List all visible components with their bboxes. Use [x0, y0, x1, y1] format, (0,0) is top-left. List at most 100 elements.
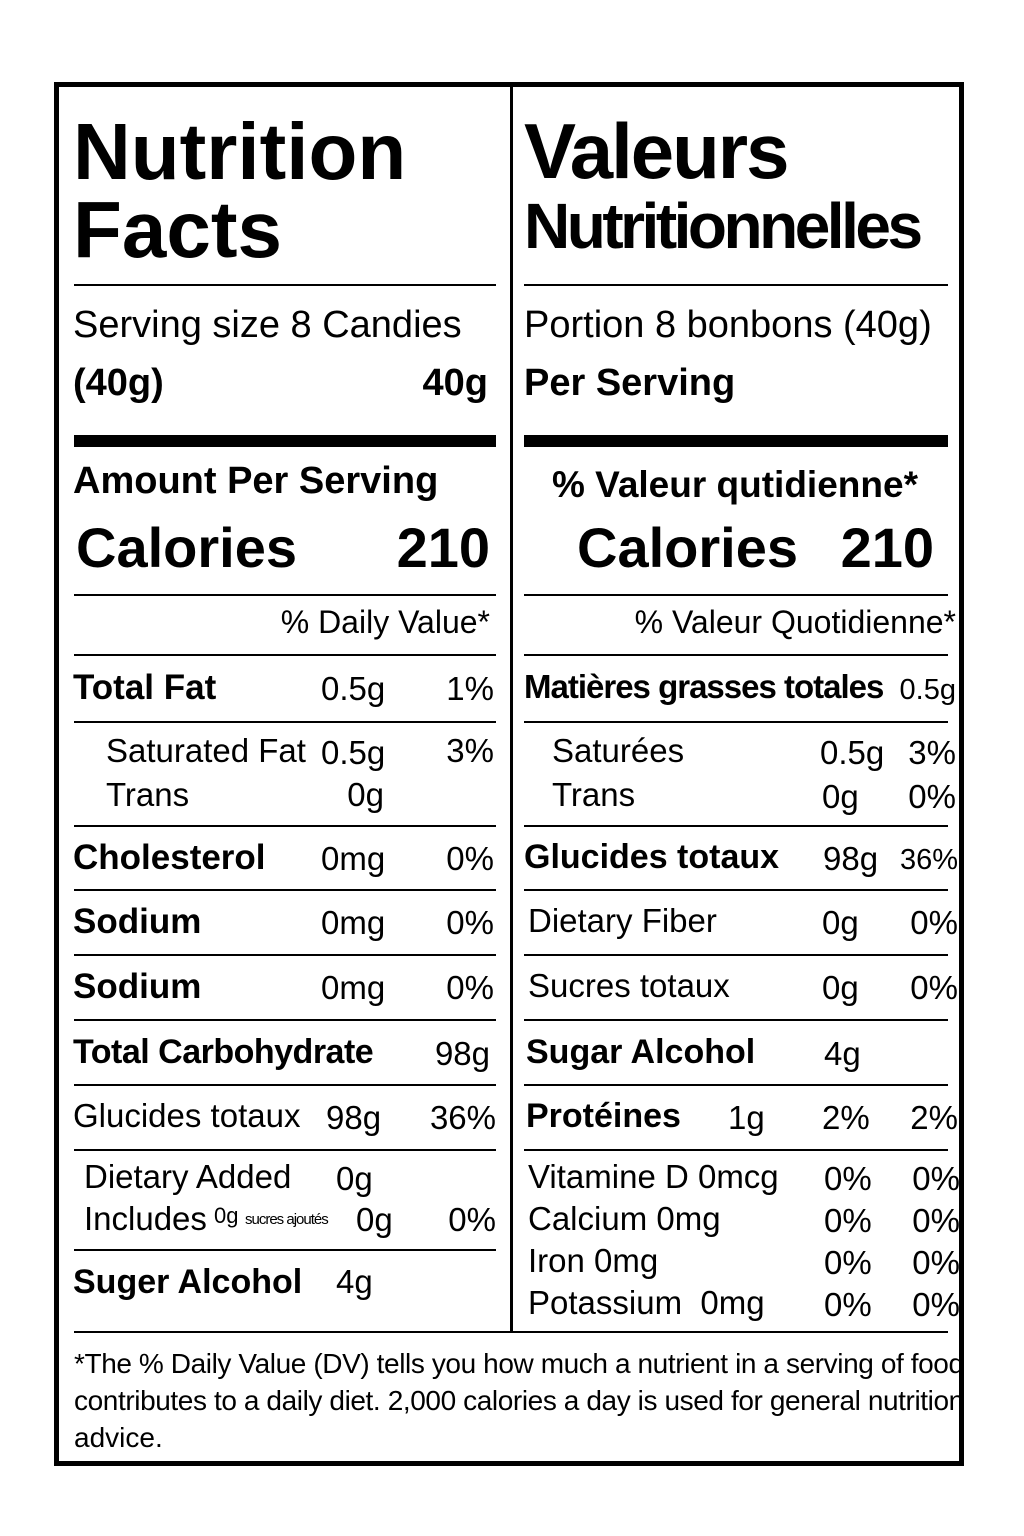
nutrient-label: Includes: [84, 1200, 207, 1237]
dv-header-top: % Valeur qutidienne*: [552, 464, 918, 505]
nutrient-label: Trans: [552, 776, 636, 813]
nutrient-dv: 0%: [912, 1244, 960, 1281]
nutrient-label: Sugar Alcohol: [526, 1033, 756, 1071]
nutrient-label: Total Fat: [73, 668, 217, 707]
nutrient-amount: 0mg: [321, 969, 386, 1006]
nutrient-label: Cholesterol: [73, 838, 266, 877]
nutrient-label: Sodium: [73, 967, 202, 1006]
nutrient-label: Matières grasses totales: [524, 668, 884, 705]
nutrient-label: Iron 0mg: [528, 1242, 659, 1279]
rule: [524, 889, 948, 891]
nutrient-label: Dietary Fiber: [528, 902, 717, 939]
rule: [74, 825, 496, 827]
nutrient-dv: 2%: [822, 1099, 870, 1136]
nutrient-amount: 98g: [434, 1035, 490, 1072]
title-valeurs: Valeurs: [524, 107, 790, 195]
nutrient-amount: 1g: [728, 1099, 765, 1136]
nutrient-label: Calcium 0mg: [528, 1200, 721, 1237]
footnote-line3: advice.: [74, 1422, 163, 1453]
footnote-line1: *The % Daily Value (DV) tells you how mu…: [74, 1348, 964, 1379]
nutrient-amount: 0.5g: [321, 734, 386, 771]
rule: [524, 721, 948, 723]
nutrient-dv: 3%: [908, 734, 956, 771]
nutrient-amount: 0mg: [321, 904, 386, 941]
nutrient-dv: 0%: [912, 1160, 960, 1197]
rule: [524, 284, 948, 286]
rule: [74, 284, 496, 286]
calories-label: Calories: [577, 516, 798, 579]
nutrient-dv: 0%: [446, 904, 494, 941]
rule: [74, 1249, 496, 1251]
includes-small-amount: 0g: [214, 1203, 239, 1228]
nutrient-dv: 0%: [912, 1202, 960, 1239]
nutrient-amount: 0g: [822, 904, 859, 941]
nutrient-dv: 1%: [446, 670, 494, 707]
column-divider: [510, 85, 513, 1331]
nutrient-label: Dietary Added: [84, 1158, 292, 1195]
portion: Portion 8 bonbons (40g): [524, 304, 932, 346]
rule: [74, 654, 496, 656]
nutrient-label: Suger Alcohol: [73, 1263, 303, 1301]
rule: [524, 1149, 948, 1151]
nutrient-label: Glucides totaux: [73, 1097, 301, 1134]
rule: [524, 594, 948, 596]
nutrient-label: Protéines: [526, 1097, 681, 1135]
rule: [524, 954, 948, 956]
nutrient-amount: 0g: [822, 778, 859, 815]
rule: [74, 721, 496, 723]
nutrient-dv: 2%: [910, 1099, 958, 1136]
nutrient-dv: 0%: [824, 1202, 872, 1239]
thick-rule: [74, 435, 496, 447]
nutrient-amount: 98g: [823, 840, 879, 877]
rule: [524, 654, 948, 656]
serving-grams: (40g): [73, 362, 164, 404]
nutrient-label: Total Carbohydrate: [73, 1033, 374, 1071]
nutrient-amount: 4g: [336, 1263, 373, 1300]
calories-value: 210: [396, 516, 490, 579]
amount-per-serving: Amount Per Serving: [73, 460, 439, 502]
rule: [74, 1149, 496, 1151]
nutrient-amount: 0.5g: [899, 674, 956, 706]
nutrition-label: [54, 82, 964, 1466]
nutrient-label: Glucides totaux: [524, 838, 780, 876]
nutrient-dv: 0%: [824, 1160, 872, 1197]
nutrient-dv: 0%: [908, 778, 956, 815]
nutrient-dv: 0%: [912, 1286, 960, 1323]
nutrient-dv: 0%: [446, 840, 494, 877]
nutrient-dv: 0%: [910, 969, 958, 1006]
nutrient-label: Vitamine D 0mcg: [528, 1158, 779, 1195]
nutrient-amount: 0.5g: [820, 734, 885, 771]
nutrient-dv: 0%: [824, 1244, 872, 1281]
rule: [74, 1084, 496, 1086]
nutrient-amount: 0g: [347, 776, 384, 813]
serving-amount: 40g: [422, 362, 488, 404]
rule: [74, 889, 496, 891]
per-serving: Per Serving: [524, 362, 736, 404]
nutrient-label: Saturated Fat: [106, 732, 306, 769]
rule: [74, 1331, 948, 1333]
calories-value: 210: [840, 516, 934, 579]
nutrient-dv: 0%: [448, 1201, 496, 1238]
footnote-line2: contributes to a daily diet. 2,000 calor…: [74, 1385, 964, 1416]
rule: [74, 954, 496, 956]
nutrient-label: Saturées: [552, 732, 685, 769]
nutrient-label: Sucres totaux: [528, 967, 730, 1004]
rule: [524, 1084, 948, 1086]
nutrient-amount: 98g: [326, 1099, 382, 1136]
nutrient-amount: 0g: [336, 1160, 373, 1197]
calories-label: Calories: [76, 516, 297, 579]
dv-header: % Daily Value*: [280, 604, 490, 640]
includes-tiny-text: sucres ajoutés: [245, 1211, 329, 1228]
nutrient-amount: 0mg: [321, 840, 386, 877]
title-nutritionnelles: Nutritionnelles: [524, 190, 923, 262]
nutrient-dv: 0%: [910, 904, 958, 941]
nutrient-amount: 0.5g: [321, 670, 386, 707]
rule: [74, 594, 496, 596]
dv-header: % Valeur Quotidienne*: [634, 604, 956, 640]
nutrient-dv: 0%: [446, 969, 494, 1006]
rule: [74, 1019, 496, 1021]
nutrient-amount: 0g: [356, 1201, 393, 1238]
nutrient-label: Sodium: [73, 902, 202, 941]
nutrient-dv: 0%: [824, 1286, 872, 1323]
nutrient-label: Potassium 0mg: [528, 1284, 765, 1321]
